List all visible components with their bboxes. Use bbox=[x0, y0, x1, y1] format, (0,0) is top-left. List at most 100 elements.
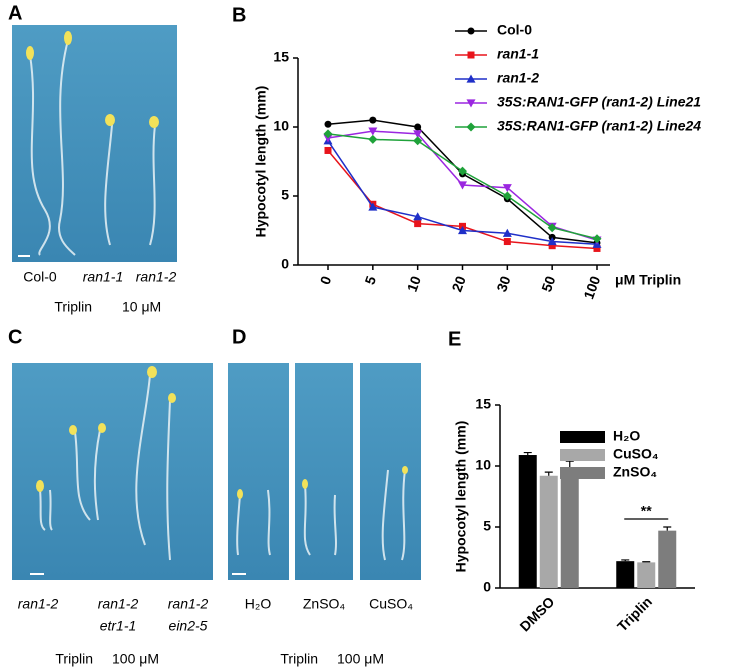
legend-marker bbox=[467, 51, 475, 59]
treatment: Triplin bbox=[280, 651, 318, 667]
panel-label: D bbox=[232, 326, 246, 348]
caption: ran1-2 bbox=[18, 596, 59, 612]
photo bbox=[12, 25, 177, 262]
marker bbox=[547, 223, 557, 233]
annotation: ** bbox=[641, 503, 652, 519]
error-bar bbox=[663, 526, 672, 531]
marker bbox=[324, 120, 332, 128]
panel-label: E bbox=[448, 328, 461, 350]
marker bbox=[413, 130, 423, 139]
error-bar bbox=[544, 471, 553, 476]
marker bbox=[414, 123, 422, 131]
x-tick-label: DMSO bbox=[516, 593, 557, 634]
marker bbox=[323, 129, 333, 139]
y-tick-label: 15 bbox=[475, 396, 491, 412]
x-tick-label: Triplin bbox=[614, 593, 655, 634]
marker bbox=[458, 181, 467, 190]
bar bbox=[637, 562, 656, 588]
marker bbox=[323, 134, 333, 143]
marker bbox=[368, 134, 378, 144]
caption: H₂O bbox=[245, 596, 272, 612]
marker bbox=[413, 136, 423, 146]
legend-label: 35S:RAN1-GFP (ran1-2) Line24 bbox=[497, 118, 701, 134]
caption: ran1-2 bbox=[136, 269, 177, 285]
legend-swatch bbox=[560, 467, 605, 479]
caption: ZnSO₄ bbox=[303, 596, 346, 612]
y-tick-label: 5 bbox=[281, 187, 289, 203]
bar bbox=[560, 467, 579, 588]
y-tick-label: 10 bbox=[475, 457, 491, 473]
caption: Col-0 bbox=[23, 269, 57, 285]
y-tick-label: 5 bbox=[483, 518, 491, 534]
x-tick-label: 100 bbox=[580, 274, 603, 302]
legend-marker bbox=[466, 99, 476, 108]
marker bbox=[414, 220, 422, 228]
dose: 10 μM bbox=[122, 299, 161, 315]
photo bbox=[228, 363, 421, 580]
legend-marker bbox=[466, 122, 476, 132]
x-tick-label: 5 bbox=[361, 274, 379, 287]
legend-label: ZnSO₄ bbox=[613, 464, 657, 480]
bar bbox=[658, 530, 677, 588]
marker bbox=[368, 202, 378, 211]
legend-label: H₂O bbox=[613, 428, 640, 444]
error-bar bbox=[523, 451, 532, 456]
panel-label: C bbox=[8, 326, 22, 348]
dose: 100 μM bbox=[337, 651, 384, 667]
dose: 100 μM bbox=[112, 651, 159, 667]
legend-label: Col-0 bbox=[497, 22, 532, 38]
caption: ran1-1 bbox=[83, 269, 123, 285]
y-tick-label: 0 bbox=[483, 579, 491, 595]
treatment: Triplin bbox=[54, 299, 92, 315]
marker bbox=[369, 116, 377, 124]
marker bbox=[592, 234, 602, 244]
error-bar bbox=[621, 559, 630, 562]
bar bbox=[616, 561, 635, 588]
y-axis-label: Hypocotyl length (mm) bbox=[253, 86, 269, 238]
marker bbox=[368, 127, 378, 136]
x-axis-label: μM Triplin bbox=[615, 272, 681, 288]
panel-label: B bbox=[232, 4, 246, 26]
caption: ran1-2 bbox=[168, 596, 209, 612]
x-tick-label: 20 bbox=[448, 274, 468, 294]
legend-label: ran1-2 bbox=[497, 70, 539, 86]
marker bbox=[548, 242, 556, 250]
caption: ran1-2 bbox=[98, 596, 139, 612]
caption: etr1-1 bbox=[100, 618, 137, 634]
error-bar bbox=[565, 460, 574, 468]
treatment: Triplin bbox=[55, 651, 93, 667]
bar bbox=[518, 455, 537, 588]
legend-swatch bbox=[560, 431, 605, 443]
caption: CuSO₄ bbox=[369, 596, 413, 612]
marker bbox=[503, 238, 511, 246]
y-tick-label: 15 bbox=[273, 49, 289, 65]
marker bbox=[593, 244, 601, 252]
marker bbox=[413, 212, 423, 221]
x-tick-label: 10 bbox=[404, 274, 424, 294]
legend-label: CuSO₄ bbox=[613, 446, 659, 462]
legend-marker bbox=[467, 27, 475, 35]
photo bbox=[12, 363, 213, 580]
y-tick-label: 0 bbox=[281, 256, 289, 272]
marker bbox=[502, 228, 512, 237]
y-tick-label: 10 bbox=[273, 118, 289, 134]
panel-label: A bbox=[8, 2, 22, 24]
legend-marker bbox=[466, 74, 476, 83]
y-axis-label: Hypocotyl length (mm) bbox=[453, 421, 469, 573]
x-tick-label: 50 bbox=[538, 274, 558, 294]
legend-label: ran1-1 bbox=[497, 46, 539, 62]
legend-swatch bbox=[560, 449, 605, 461]
marker bbox=[502, 191, 512, 201]
error-bar bbox=[642, 561, 651, 563]
marker bbox=[458, 226, 467, 235]
caption: ein2-5 bbox=[169, 618, 208, 634]
marker bbox=[502, 184, 512, 193]
x-tick-label: 0 bbox=[317, 274, 335, 287]
bar bbox=[539, 475, 558, 588]
marker bbox=[547, 237, 557, 246]
x-tick-label: 30 bbox=[493, 274, 513, 294]
marker bbox=[458, 166, 467, 176]
legend-label: 35S:RAN1-GFP (ran1-2) Line21 bbox=[497, 94, 701, 110]
marker bbox=[324, 146, 332, 154]
